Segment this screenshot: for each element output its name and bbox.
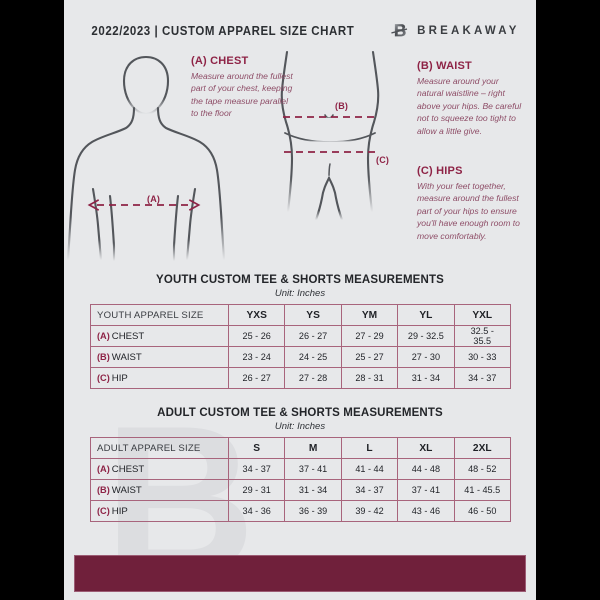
youth-hip-ym: 28 - 31: [340, 367, 399, 389]
adult-table-block: ADULT CUSTOM TEE & SHORTS MEASUREMENTS U…: [90, 407, 511, 522]
youth-table-title: YOUTH CUSTOM TEE & SHORTS MEASUREMENTS: [156, 274, 444, 286]
table-row: (B) WAIST 29 - 31 31 - 34 34 - 37 37 - 41…: [90, 479, 511, 501]
adult-row-hip-marker: (C): [97, 505, 110, 516]
adult-size-xl: XL: [397, 437, 455, 459]
adult-row-hip-label: (C) HIP: [90, 500, 229, 522]
adult-waist-m: 31 - 34: [284, 479, 342, 501]
adult-row-waist-label: (B) WAIST: [90, 479, 229, 501]
brand-lockup: BREAKAWAY: [388, 20, 520, 42]
table-row: (A) CHEST 25 - 26 26 - 27 27 - 29 29 - 32…: [90, 325, 511, 347]
youth-size-ys: YS: [284, 304, 342, 326]
adult-row-chest-marker: (A): [97, 463, 110, 474]
hips-caption-body: With your feet together, measure around …: [417, 181, 520, 241]
table-row: (B) WAIST 23 - 24 24 - 25 25 - 27 27 - 30…: [90, 346, 511, 368]
footer-bar: [74, 555, 526, 592]
youth-table-unit: Unit: Inches: [274, 288, 326, 299]
youth-waist-ym: 25 - 27: [340, 346, 399, 368]
adult-chest-l: 41 - 44: [340, 458, 399, 480]
adult-waist-xl: 37 - 41: [397, 479, 455, 501]
youth-table-block: YOUTH CUSTOM TEE & SHORTS MEASUREMENTS U…: [90, 274, 511, 389]
table-row: (C) HIP 26 - 27 27 - 28 28 - 31 31 - 34 3…: [90, 367, 511, 389]
adult-header-label: ADULT APPAREL SIZE: [90, 437, 229, 459]
page-title: 2022/2023 | CUSTOM APPAREL SIZE CHART: [91, 24, 355, 38]
adult-size-table: ADULT APPAREL SIZE S M L XL 2XL (A) CHEST…: [90, 437, 511, 522]
youth-chest-yxs: 25 - 26: [227, 325, 286, 347]
youth-row-chest-name: CHEST: [111, 330, 145, 342]
youth-size-ym: YM: [340, 304, 399, 326]
youth-size-yxl: YXL: [453, 304, 511, 326]
adult-row-waist-name: WAIST: [111, 484, 142, 496]
measurement-diagram: (A) (B) (C) (A) CHEST Measure around the…: [64, 48, 536, 273]
adult-size-s: S: [227, 437, 286, 459]
youth-chest-yxl: 32.5 - 35.5: [453, 325, 511, 347]
adult-hip-2xl: 46 - 50: [453, 500, 511, 522]
youth-row-hip-marker: (C): [97, 372, 110, 383]
youth-row-chest-marker: (A): [97, 330, 110, 341]
hips-caption-title: (C) HIPS: [417, 165, 463, 177]
youth-waist-yl: 27 - 30: [397, 346, 455, 368]
youth-row-waist-name: WAIST: [111, 351, 142, 363]
youth-row-hip-label: (C) HIP: [90, 367, 229, 389]
table-row: (C) HIP 34 - 36 36 - 39 39 - 42 43 - 46 4…: [90, 500, 511, 522]
table-row: (A) CHEST 34 - 37 37 - 41 41 - 44 44 - 48…: [90, 458, 511, 480]
youth-hip-yxl: 34 - 37: [453, 367, 511, 389]
breakaway-b-logo-icon: [391, 24, 408, 37]
youth-hip-yxs: 26 - 27: [227, 367, 286, 389]
page-header: 2022/2023 | CUSTOM APPAREL SIZE CHART BR…: [64, 18, 536, 44]
youth-waist-ys: 24 - 25: [284, 346, 342, 368]
youth-size-table: YOUTH APPAREL SIZE YXS YS YM YL YXL (A) C…: [90, 304, 511, 389]
table-header-row: ADULT APPAREL SIZE S M L XL 2XL: [90, 437, 511, 459]
youth-waist-yxl: 30 - 33: [453, 346, 511, 368]
youth-row-chest-label: (A) CHEST: [90, 325, 229, 347]
adult-table-title: ADULT CUSTOM TEE & SHORTS MEASUREMENTS: [157, 407, 443, 419]
adult-hip-s: 34 - 36: [227, 500, 286, 522]
youth-row-waist-label: (B) WAIST: [90, 346, 229, 368]
adult-waist-s: 29 - 31: [227, 479, 286, 501]
youth-header-label: YOUTH APPAREL SIZE: [90, 304, 229, 326]
waist-caption-title: (B) WAIST: [417, 60, 472, 72]
adult-chest-m: 37 - 41: [284, 458, 342, 480]
adult-row-chest-name: CHEST: [111, 463, 145, 475]
youth-hip-ys: 27 - 28: [284, 367, 342, 389]
youth-waist-yxs: 23 - 24: [227, 346, 286, 368]
table-header-row: YOUTH APPAREL SIZE YXS YS YM YL YXL: [90, 304, 511, 326]
chest-caption-body: Measure around the fullest part of your …: [191, 71, 293, 119]
chart-sheet: B 2022/2023 | CUSTOM APPAREL SIZE CHART: [64, 0, 536, 600]
adult-chest-xl: 44 - 48: [397, 458, 455, 480]
hips-figure: [280, 50, 380, 222]
chest-marker-label: (A): [147, 194, 161, 204]
adult-size-l: L: [340, 437, 399, 459]
adult-row-chest-label: (A) CHEST: [90, 458, 229, 480]
adult-row-waist-marker: (B): [97, 484, 110, 495]
youth-row-waist-marker: (B): [97, 351, 110, 362]
adult-hip-xl: 43 - 46: [397, 500, 455, 522]
youth-chest-ys: 26 - 27: [284, 325, 342, 347]
youth-size-yxs: YXS: [227, 304, 286, 326]
adult-waist-l: 34 - 37: [340, 479, 399, 501]
youth-size-yl: YL: [397, 304, 455, 326]
youth-hip-yl: 31 - 34: [397, 367, 455, 389]
youth-row-hip-name: HIP: [111, 372, 128, 384]
waist-marker-label: (B): [335, 101, 349, 111]
adult-size-m: M: [284, 437, 342, 459]
waist-caption-body: Measure around your natural waistline – …: [417, 76, 522, 136]
body-figures-illustration: [66, 50, 380, 263]
adult-chest-2xl: 48 - 52: [453, 458, 511, 480]
adult-hip-l: 39 - 42: [340, 500, 399, 522]
adult-chest-s: 34 - 37: [227, 458, 286, 480]
adult-hip-m: 36 - 39: [284, 500, 342, 522]
youth-chest-ym: 27 - 29: [340, 325, 399, 347]
adult-table-unit: Unit: Inches: [274, 421, 326, 432]
adult-row-hip-name: HIP: [111, 505, 128, 517]
youth-chest-yl: 29 - 32.5: [397, 325, 455, 347]
chest-caption-title: (A) CHEST: [191, 55, 249, 67]
brand-name: BREAKAWAY: [417, 25, 520, 37]
adult-size-2xl: 2XL: [453, 437, 511, 459]
hips-marker-label: (C): [376, 155, 390, 165]
adult-waist-2xl: 41 - 45.5: [453, 479, 511, 501]
